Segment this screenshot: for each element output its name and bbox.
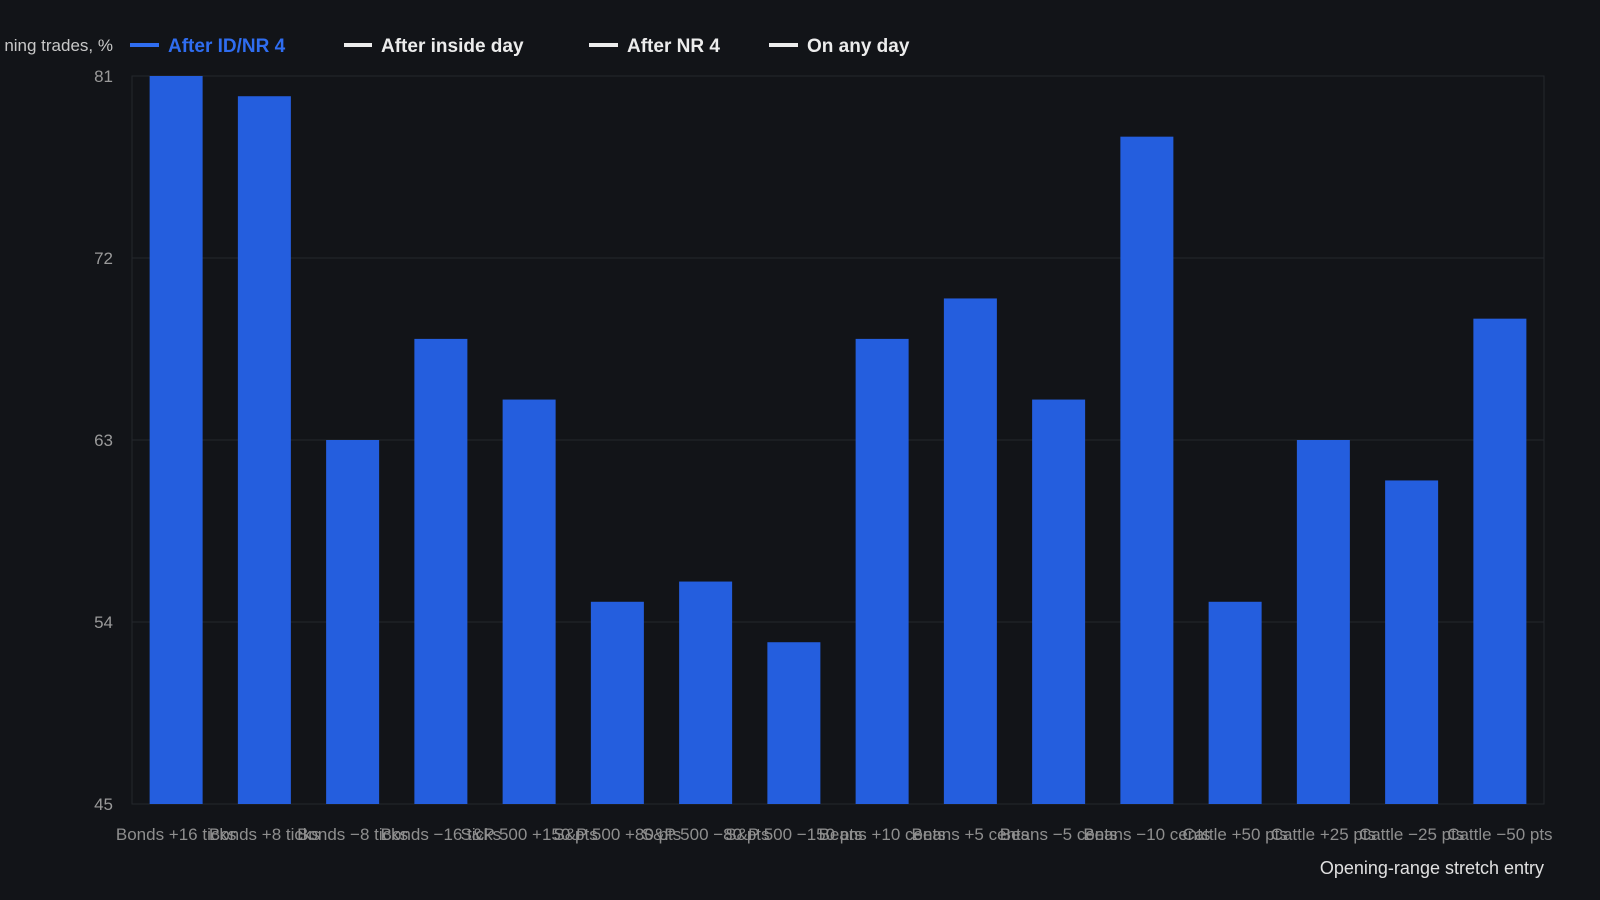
x-tick-label: Bonds +16 ticks <box>116 825 237 844</box>
y-axis-ticks: 45 54 63 72 81 <box>94 67 113 814</box>
x-tick-label: Cattle +50 pts <box>1182 825 1287 844</box>
legend-item-on-any-day[interactable]: On any day <box>769 36 910 57</box>
x-axis-label: Opening-range stretch entry <box>1320 858 1544 878</box>
bar[interactable] <box>414 338 468 804</box>
legend-item-after-nr4[interactable]: After NR 4 <box>589 36 720 57</box>
legend[interactable]: After ID/NR 4 After inside day After NR … <box>130 36 910 57</box>
x-tick-label: S&P 500 −150 pts <box>725 825 862 844</box>
bar[interactable] <box>855 338 909 804</box>
y-tick-label: 54 <box>94 613 113 632</box>
x-tick-label: Cattle +25 pts <box>1271 825 1376 844</box>
bar[interactable] <box>1296 440 1350 804</box>
x-tick-label: S&P 500 −80 pts <box>642 825 770 844</box>
legend-label: After NR 4 <box>627 36 720 57</box>
legend-label: After ID/NR 4 <box>168 36 286 57</box>
bar[interactable] <box>1120 136 1174 804</box>
bar[interactable] <box>1032 399 1086 804</box>
x-tick-label: Beans −10 cents <box>1083 825 1210 844</box>
legend-item-after-inside-day[interactable]: After inside day <box>344 36 524 57</box>
y-tick-label: 63 <box>94 431 113 450</box>
y-tick-label: 81 <box>94 67 113 86</box>
bar[interactable] <box>943 298 997 804</box>
bar[interactable] <box>679 581 733 804</box>
x-tick-label: Bonds −8 ticks <box>297 825 408 844</box>
bar[interactable] <box>326 440 380 804</box>
bar[interactable] <box>502 399 556 804</box>
bar[interactable] <box>1473 318 1527 804</box>
bar[interactable] <box>149 76 203 804</box>
y-tick-label: 45 <box>94 795 113 814</box>
x-tick-label: Bonds −16 ticks <box>381 825 502 844</box>
bar[interactable] <box>767 642 821 804</box>
bar-series <box>149 76 1527 804</box>
y-axis-label: ning trades, % <box>4 36 113 55</box>
x-tick-label: Bonds +8 ticks <box>209 825 320 844</box>
bar[interactable] <box>237 96 291 804</box>
x-tick-label: S&P 500 +150 pts <box>461 825 598 844</box>
x-tick-label: Beans −5 cents <box>1000 825 1118 844</box>
legend-label: After inside day <box>381 36 524 57</box>
x-tick-label: Beans +10 cents <box>819 825 946 844</box>
legend-item-after-id-nr4[interactable]: After ID/NR 4 <box>130 36 286 57</box>
legend-label: On any day <box>807 36 910 57</box>
x-tick-label: Beans +5 cents <box>912 825 1030 844</box>
bar[interactable] <box>1385 480 1439 804</box>
bar[interactable] <box>1208 601 1262 804</box>
bar[interactable] <box>590 601 644 804</box>
y-tick-label: 72 <box>94 249 113 268</box>
x-tick-label: S&P 500 +80 pts <box>553 825 681 844</box>
x-tick-label: Cattle −25 pts <box>1359 825 1464 844</box>
x-tick-label: Cattle −50 pts <box>1447 825 1552 844</box>
